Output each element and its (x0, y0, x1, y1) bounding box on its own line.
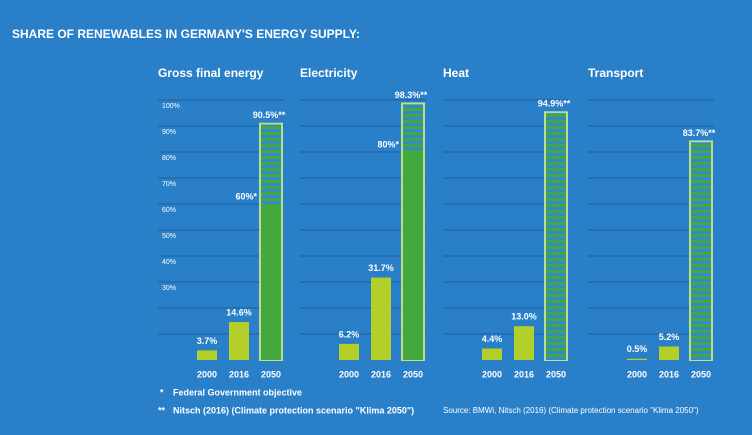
value-label: 31.7% (368, 263, 394, 273)
bar (371, 277, 391, 360)
x-tick-label: 2000 (482, 369, 502, 379)
objective-label: 80%* (377, 139, 399, 149)
value-label: 90.5%** (253, 110, 286, 120)
value-label: 6.2% (339, 329, 360, 339)
y-tick-label: 100% (162, 103, 180, 110)
footnote-text: Federal Government objective (173, 387, 302, 397)
x-tick-label: 2050 (546, 369, 566, 379)
footnote-mark: * (160, 387, 164, 397)
panel-title: Heat (443, 66, 469, 80)
value-label: 5.2% (659, 332, 680, 342)
bar-projection (546, 113, 566, 360)
page-title: SHARE OF RENEWABLES IN GERMANY'S ENERGY … (12, 27, 360, 41)
y-tick-label: 60% (162, 207, 176, 214)
bar-objective (403, 152, 423, 360)
y-tick-label: 30% (162, 285, 176, 292)
bar (197, 350, 217, 360)
bar (659, 346, 679, 360)
x-tick-label: 2050 (403, 369, 423, 379)
bar-projection (691, 142, 711, 360)
x-tick-label: 2016 (371, 369, 391, 379)
y-tick-label: 80% (162, 155, 176, 162)
x-tick-label: 2050 (691, 369, 711, 379)
bar (627, 358, 647, 360)
value-label: 13.0% (511, 312, 537, 322)
x-tick-label: 2000 (339, 369, 359, 379)
bar-objective (261, 204, 281, 360)
value-label: 98.3%** (395, 90, 428, 100)
panel-title: Electricity (300, 66, 358, 80)
value-label: 3.7% (197, 336, 218, 346)
x-tick-label: 2000 (197, 369, 217, 379)
bar-projection (261, 124, 281, 204)
value-label: 4.4% (482, 334, 503, 344)
bar (514, 326, 534, 360)
value-label: 0.5% (627, 344, 648, 354)
panel-title: Transport (588, 66, 643, 80)
bar-projection (403, 104, 423, 152)
y-tick-label: 90% (162, 129, 176, 136)
bar (339, 343, 359, 360)
bar (482, 348, 502, 360)
x-tick-label: 2016 (229, 369, 249, 379)
x-tick-label: 2016 (659, 369, 679, 379)
value-label: 94.9%** (538, 99, 571, 109)
footnote-text: Nitsch (2016) (Climate protection scenar… (173, 405, 414, 415)
y-tick-label: 50% (162, 233, 176, 240)
bar (229, 322, 249, 360)
footnote-mark: ** (158, 405, 166, 415)
x-tick-label: 2016 (514, 369, 534, 379)
objective-label: 60%* (235, 191, 257, 201)
x-tick-label: 2000 (627, 369, 647, 379)
source: Source: BMWi, Nitsch (2016) (Climate pro… (443, 406, 699, 415)
y-tick-label: 70% (162, 181, 176, 188)
value-label: 83.7%** (683, 128, 716, 138)
x-tick-label: 2050 (261, 369, 281, 379)
panel-title: Gross final energy (158, 66, 264, 80)
value-label: 14.6% (226, 307, 252, 317)
y-tick-label: 40% (162, 259, 176, 266)
